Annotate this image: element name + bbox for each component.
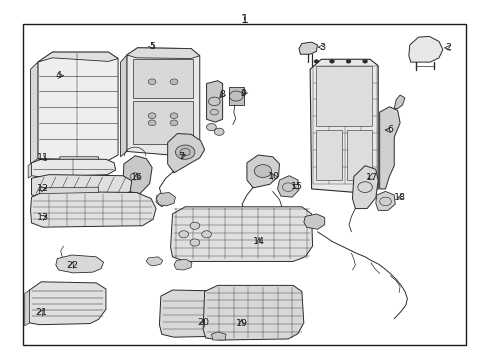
Text: 10: 10: [267, 172, 279, 181]
Polygon shape: [28, 163, 31, 178]
Circle shape: [313, 60, 318, 63]
Polygon shape: [277, 176, 298, 197]
Polygon shape: [132, 102, 193, 144]
Polygon shape: [146, 257, 163, 266]
Polygon shape: [393, 95, 404, 109]
Polygon shape: [31, 159, 116, 177]
Polygon shape: [28, 282, 106, 325]
Text: 13: 13: [37, 213, 49, 222]
Circle shape: [175, 145, 195, 159]
Polygon shape: [30, 192, 156, 227]
Text: 9: 9: [240, 89, 246, 98]
Polygon shape: [126, 48, 200, 59]
Circle shape: [170, 79, 178, 85]
Polygon shape: [156, 193, 175, 206]
Polygon shape: [122, 156, 152, 194]
Polygon shape: [30, 62, 38, 164]
Circle shape: [148, 79, 156, 85]
Circle shape: [206, 123, 216, 131]
Text: 1: 1: [240, 13, 248, 26]
Text: 7: 7: [178, 152, 184, 161]
Text: 20: 20: [197, 318, 209, 327]
Text: 8: 8: [219, 90, 225, 99]
Text: 3: 3: [319, 42, 325, 51]
Polygon shape: [126, 48, 200, 157]
Polygon shape: [211, 332, 225, 340]
Polygon shape: [346, 130, 371, 180]
Polygon shape: [228, 87, 243, 105]
Polygon shape: [38, 52, 118, 160]
Circle shape: [346, 60, 350, 63]
Polygon shape: [303, 214, 324, 229]
Polygon shape: [316, 66, 371, 126]
Text: 18: 18: [393, 193, 405, 202]
Text: 6: 6: [386, 126, 392, 135]
Polygon shape: [352, 166, 377, 208]
Circle shape: [254, 165, 271, 177]
Text: 11: 11: [37, 153, 49, 162]
Polygon shape: [38, 52, 118, 62]
Polygon shape: [39, 187, 99, 194]
Circle shape: [170, 120, 178, 126]
Polygon shape: [25, 290, 30, 326]
Polygon shape: [298, 42, 317, 54]
Polygon shape: [31, 175, 131, 198]
Polygon shape: [309, 59, 377, 194]
Polygon shape: [246, 155, 279, 188]
Text: 16: 16: [130, 173, 142, 182]
Polygon shape: [159, 290, 225, 337]
Text: 19: 19: [235, 319, 247, 328]
Circle shape: [329, 60, 334, 63]
Polygon shape: [408, 36, 442, 62]
Polygon shape: [174, 259, 192, 270]
Polygon shape: [316, 130, 341, 180]
Polygon shape: [170, 207, 312, 261]
Circle shape: [148, 113, 156, 118]
Circle shape: [190, 222, 200, 229]
Circle shape: [179, 231, 188, 238]
Text: 5: 5: [149, 41, 155, 50]
Text: 14: 14: [253, 237, 264, 246]
Circle shape: [148, 120, 156, 126]
Circle shape: [190, 239, 200, 246]
Polygon shape: [206, 81, 222, 122]
Circle shape: [170, 113, 178, 118]
Polygon shape: [56, 255, 103, 273]
Circle shape: [362, 60, 367, 63]
Text: 4: 4: [56, 71, 61, 80]
Polygon shape: [132, 59, 193, 98]
Circle shape: [201, 231, 211, 238]
Polygon shape: [120, 55, 126, 157]
Text: 2: 2: [445, 43, 451, 52]
Polygon shape: [167, 134, 204, 173]
Polygon shape: [60, 157, 99, 174]
Text: 21: 21: [35, 309, 47, 318]
Text: 22: 22: [66, 261, 78, 270]
Polygon shape: [379, 107, 399, 189]
Text: 15: 15: [290, 182, 303, 191]
Text: 17: 17: [365, 173, 377, 182]
Circle shape: [214, 128, 224, 135]
Text: 12: 12: [37, 184, 49, 193]
Polygon shape: [203, 285, 303, 340]
Polygon shape: [375, 192, 394, 210]
